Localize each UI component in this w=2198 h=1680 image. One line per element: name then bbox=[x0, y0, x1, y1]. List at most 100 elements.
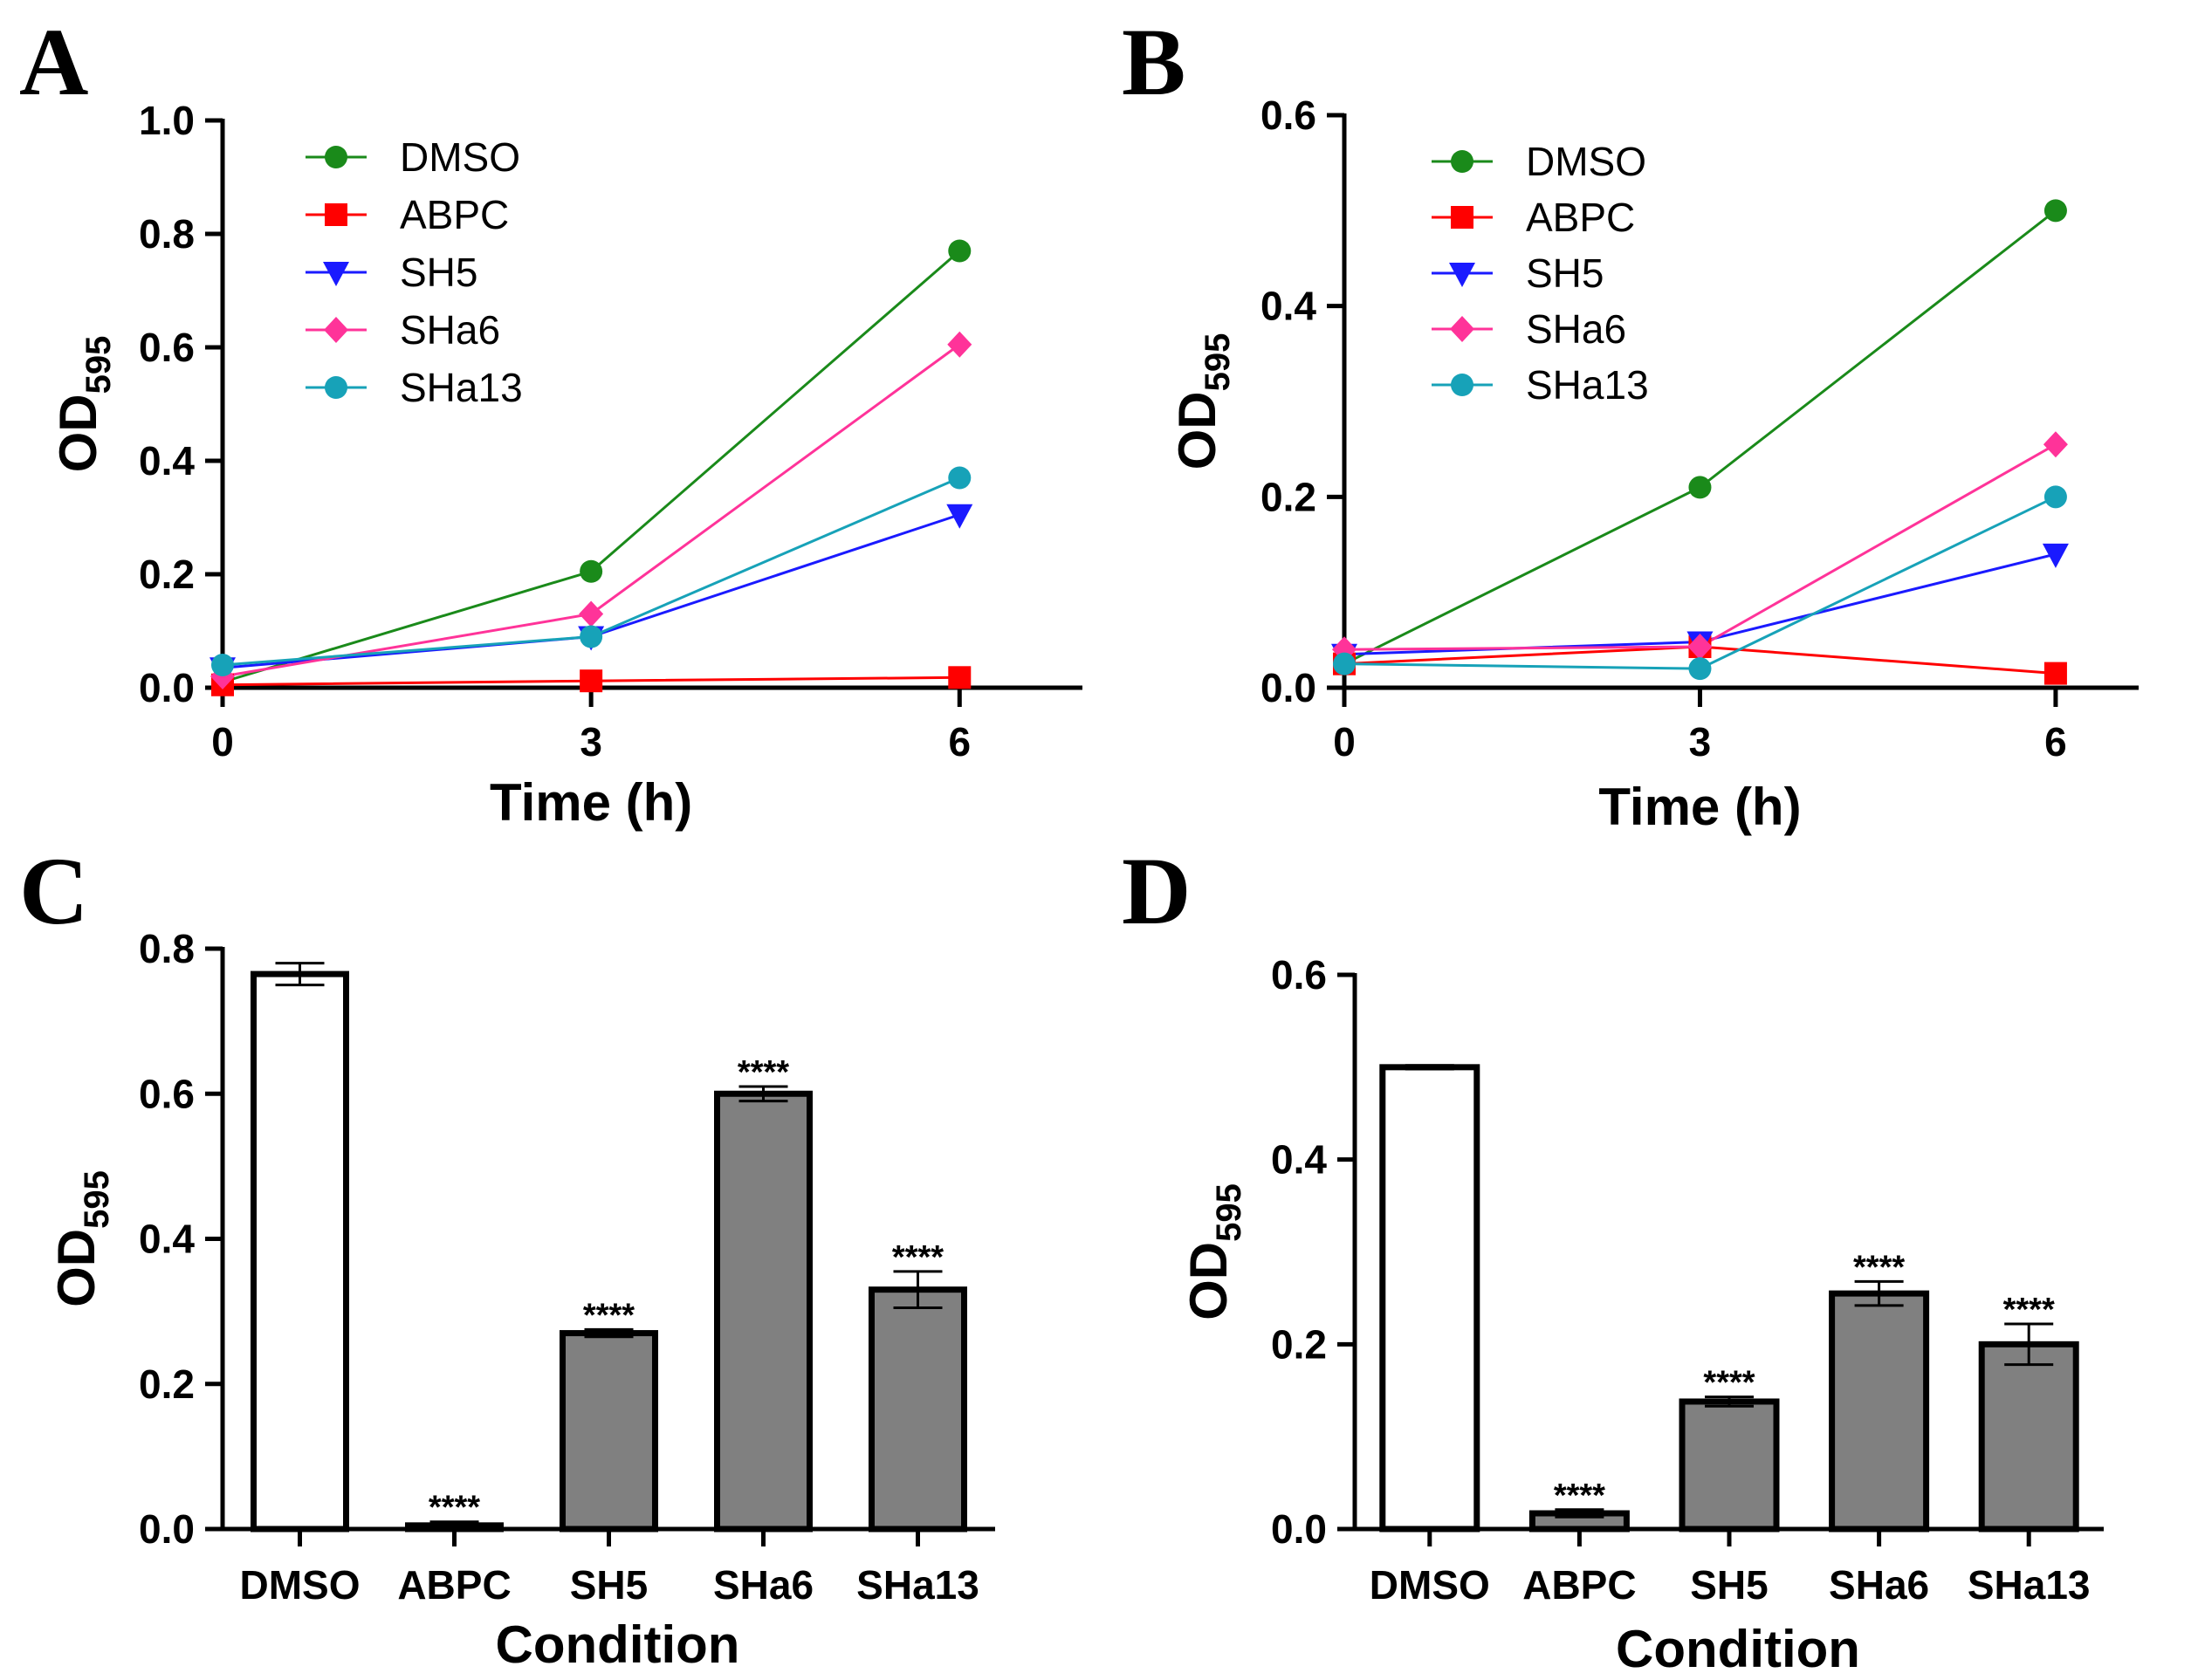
significance-label: **** bbox=[1703, 1365, 1755, 1402]
category-label: DMSO bbox=[240, 1562, 361, 1608]
legend-item-sh5: SH5 bbox=[1432, 250, 1604, 296]
significance-label: **** bbox=[583, 1297, 635, 1334]
y-axis-title-main: OD bbox=[1168, 391, 1226, 470]
x-tick-label: 3 bbox=[580, 719, 602, 765]
bar-rect bbox=[1679, 1398, 1780, 1533]
bar-rect bbox=[1978, 1341, 2079, 1533]
legend-marker bbox=[325, 203, 347, 226]
legend-label: SHa6 bbox=[400, 307, 500, 353]
bar-dmso bbox=[251, 962, 349, 1533]
legend-item-sha6: SHa6 bbox=[1432, 306, 1626, 352]
legend-label: SHa13 bbox=[400, 365, 523, 410]
y-tick-label: 0.2 bbox=[139, 552, 195, 597]
data-point-sha6 bbox=[1687, 633, 1713, 660]
y-axis-title-sub: 595 bbox=[78, 1170, 116, 1229]
legend-marker bbox=[1451, 374, 1473, 396]
y-tick-label: 0.6 bbox=[139, 325, 195, 370]
data-point-dmso bbox=[2043, 199, 2067, 223]
data-point-sh5 bbox=[946, 504, 973, 529]
x-axis-title: Condition bbox=[496, 1615, 740, 1674]
x-tick-label: 0 bbox=[1333, 719, 1356, 765]
y-tick-label: 0.4 bbox=[1260, 284, 1316, 329]
significance-label: **** bbox=[1554, 1478, 1605, 1514]
significance-label: **** bbox=[1853, 1249, 1905, 1286]
data-point-sha13 bbox=[1333, 652, 1356, 675]
data-point-sha13 bbox=[211, 654, 234, 676]
y-tick-label: 0.0 bbox=[1260, 665, 1316, 710]
y-tick-label: 1.0 bbox=[139, 98, 195, 143]
panel-letter: A bbox=[19, 9, 88, 115]
data-point-sha6 bbox=[579, 600, 604, 627]
category-label: ABPC bbox=[1522, 1562, 1636, 1608]
y-axis-title: OD595 bbox=[47, 1170, 116, 1307]
category-label: SHa6 bbox=[1829, 1562, 1929, 1608]
bar-rect bbox=[1379, 1064, 1480, 1533]
y-tick-label: 0.2 bbox=[1260, 474, 1316, 519]
legend-label: DMSO bbox=[1526, 139, 1646, 184]
y-tick-label: 0.6 bbox=[1260, 93, 1316, 138]
legend-marker bbox=[1449, 263, 1475, 287]
legend-marker bbox=[323, 262, 349, 286]
legend-label: SHa13 bbox=[1526, 362, 1649, 408]
legend-marker bbox=[1450, 316, 1474, 342]
y-axis-title-sub: 595 bbox=[1199, 333, 1237, 392]
y-axis-title-main: OD bbox=[49, 394, 107, 472]
y-tick-label: 0.4 bbox=[139, 438, 195, 483]
x-tick-label: 6 bbox=[948, 719, 971, 765]
bar-rect bbox=[560, 1330, 658, 1533]
category-label: SHa13 bbox=[1968, 1562, 2091, 1608]
y-axis-title: OD595 bbox=[1168, 333, 1237, 470]
y-axis-title-main: OD bbox=[47, 1229, 106, 1307]
bar-sh5 bbox=[1679, 1395, 1780, 1533]
bar-rect bbox=[251, 970, 349, 1533]
data-point-abpc bbox=[948, 666, 972, 689]
legend-label: SH5 bbox=[400, 250, 477, 295]
x-axis-title: Time (h) bbox=[490, 773, 692, 832]
bar-sha6 bbox=[1829, 1279, 1930, 1533]
y-axis-title-main: OD bbox=[1179, 1242, 1238, 1320]
y-axis-title-sub: 595 bbox=[79, 336, 118, 394]
legend-label: DMSO bbox=[400, 134, 520, 180]
y-tick-label: 0.6 bbox=[1271, 952, 1327, 998]
bar-rect bbox=[869, 1286, 967, 1533]
data-point-sha6 bbox=[947, 331, 972, 358]
significance-label: **** bbox=[429, 1490, 480, 1526]
legend-marker bbox=[1451, 150, 1473, 173]
bar-dmso bbox=[1379, 1064, 1480, 1533]
y-axis-title: OD595 bbox=[1179, 1183, 1248, 1320]
data-point-sha13 bbox=[580, 625, 603, 648]
bar-sha13 bbox=[1978, 1322, 2079, 1533]
legend-item-sh5: SH5 bbox=[306, 250, 477, 295]
data-point-sha13 bbox=[2043, 485, 2067, 509]
significance-label: **** bbox=[738, 1054, 789, 1091]
panel-b: B 0.0 0.2 0.4 0.6 0 3 6 Time (h) OD595 DMSO ABPC SH5… bbox=[1122, 9, 2139, 836]
category-label: SH5 bbox=[1690, 1562, 1768, 1608]
legend-label: SH5 bbox=[1526, 250, 1604, 296]
data-point-sha6 bbox=[2043, 431, 2068, 458]
category-label: ABPC bbox=[397, 1562, 511, 1608]
significance-label: **** bbox=[892, 1239, 944, 1276]
series-line-dmso bbox=[1343, 209, 2057, 666]
y-tick-label: 0.4 bbox=[139, 1217, 195, 1262]
x-axis-title: Time (h) bbox=[1598, 778, 1801, 836]
data-point-sha13 bbox=[1688, 657, 1712, 681]
y-tick-label: 0.0 bbox=[1271, 1506, 1327, 1552]
data-point-abpc bbox=[580, 669, 603, 693]
legend-label: ABPC bbox=[1526, 195, 1635, 240]
x-tick-label: 3 bbox=[1689, 719, 1712, 765]
panel-letter: D bbox=[1122, 838, 1191, 944]
legend-item-sha6: SHa6 bbox=[306, 307, 500, 353]
y-axis-title-sub: 595 bbox=[1210, 1183, 1248, 1242]
data-point-sh5 bbox=[2042, 543, 2069, 568]
y-tick-label: 0.0 bbox=[139, 1506, 195, 1552]
data-point-dmso bbox=[948, 239, 972, 263]
panel-d: D 0.0 0.2 0.4 0.6 DMSO ABPC **** SH5 **** SHa6 ****… bbox=[1122, 838, 2104, 1678]
data-point-sha13 bbox=[948, 466, 972, 490]
legend-marker bbox=[1451, 206, 1473, 229]
legend-item-sha13: SHa13 bbox=[306, 365, 523, 410]
legend-item-sha13: SHa13 bbox=[1432, 362, 1649, 408]
y-tick-label: 0.6 bbox=[139, 1071, 195, 1116]
y-tick-label: 0.2 bbox=[1271, 1321, 1327, 1367]
legend-marker bbox=[325, 146, 347, 168]
